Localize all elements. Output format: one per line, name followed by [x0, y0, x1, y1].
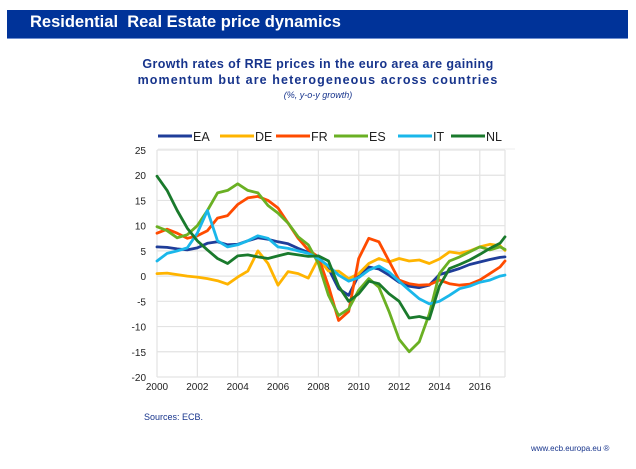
- x-tick-label: 2010: [348, 382, 371, 393]
- legend-label: ES: [369, 130, 386, 144]
- legend-item-it: IT: [398, 130, 444, 144]
- x-tick-label: 2014: [428, 382, 451, 393]
- y-tick-label: 15: [135, 196, 147, 207]
- series-line-es: [155, 182, 507, 354]
- x-tick-label: 2004: [227, 382, 250, 393]
- y-tick-label: -10: [132, 323, 147, 334]
- y-tick-label: 20: [135, 171, 147, 182]
- legend-item-ea: EA: [158, 130, 210, 144]
- x-axis-ticks: 2000 2002 2004 2006 2008 2010 2012 2014 2016: [146, 382, 491, 393]
- legend-label: EA: [193, 130, 210, 144]
- chart-title-line-2: momentum but are heterogeneous across co…: [137, 73, 499, 87]
- legend-item-es: ES: [334, 130, 386, 144]
- x-tick-label: 2002: [186, 382, 209, 393]
- series-lines: [155, 174, 507, 354]
- y-tick-label: -15: [132, 348, 147, 359]
- chart-title-line-1: Growth rates of RRE prices in the euro a…: [142, 57, 494, 71]
- y-tick-label: -20: [132, 373, 147, 384]
- series-line-nl: [155, 174, 507, 321]
- source-note: Sources: ECB.: [144, 412, 204, 422]
- x-tick-label: 2006: [267, 382, 290, 393]
- legend-item-fr: FR: [276, 130, 328, 144]
- y-tick-label: 0: [140, 272, 146, 283]
- x-tick-label: 2000: [146, 382, 169, 393]
- legend-label: FR: [311, 130, 328, 144]
- legend-label: DE: [255, 130, 272, 144]
- legend: EA DE FR ES IT NL: [158, 130, 515, 150]
- y-tick-label: -5: [137, 297, 146, 308]
- y-tick-label: 10: [135, 222, 147, 233]
- y-tick-label: 25: [135, 146, 147, 157]
- legend-item-nl: NL: [451, 130, 502, 144]
- x-tick-label: 2008: [307, 382, 330, 393]
- chart-subtitle: (%, y-o-y growth): [283, 90, 353, 100]
- legend-label: IT: [433, 130, 444, 144]
- x-tick-label: 2012: [388, 382, 411, 393]
- x-tick-label: 2016: [469, 382, 492, 393]
- legend-label: NL: [486, 130, 502, 144]
- series-line-ea: [155, 236, 507, 297]
- y-axis-ticks: 25 20 15 10 5 0 -5 -10 -15 -20: [132, 146, 147, 384]
- header-title: Residential Real Estate price dynamics: [30, 13, 341, 31]
- footer-url[interactable]: www.ecb.europa.eu ®: [531, 444, 610, 453]
- y-tick-label: 5: [140, 247, 146, 258]
- legend-item-de: DE: [220, 130, 272, 144]
- header-bar: Residential Real Estate price dynamics: [7, 10, 628, 39]
